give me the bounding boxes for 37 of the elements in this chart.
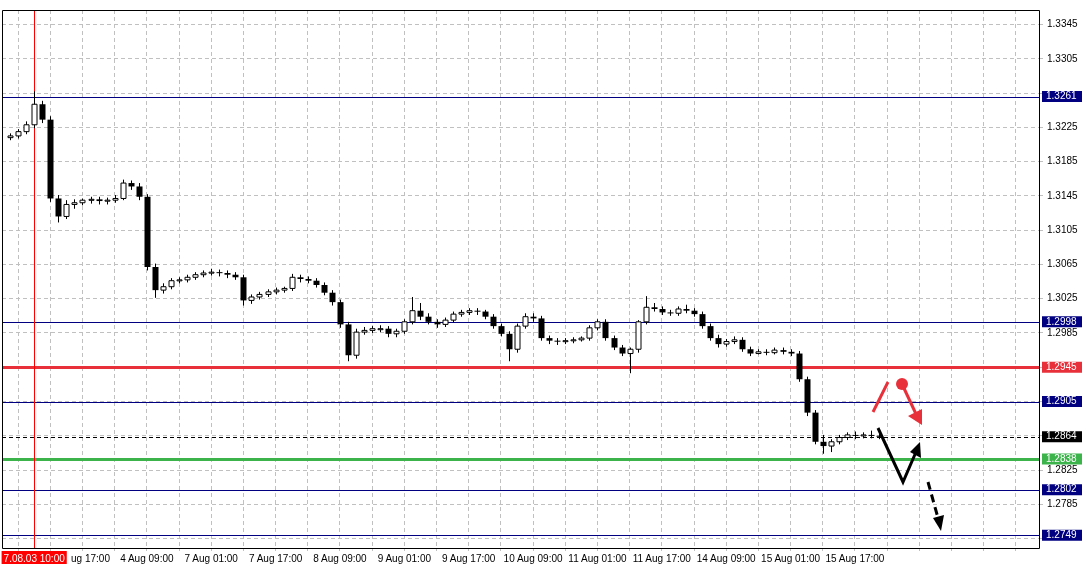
y-tick-label: 1.2825 — [1047, 463, 1079, 475]
y-tick-label: 1.3105 — [1047, 223, 1079, 235]
y-tick-label: 1.3305 — [1047, 52, 1079, 64]
x-tick-label: 9 Aug 01:00 — [377, 552, 432, 564]
ref-line-label: 1.3261 — [1046, 90, 1078, 102]
x-tick-label: 11 Aug 17:00 — [632, 552, 692, 564]
y-tick-label: 1.3225 — [1047, 121, 1079, 133]
ref-line-label: 1.2749 — [1046, 528, 1078, 540]
x-tick-label: 11 Aug 01:00 — [568, 552, 627, 564]
y-tick-label: 1.2985 — [1047, 326, 1079, 338]
candlestick — [538, 315, 545, 342]
ref-line-label: 1.2802 — [1046, 483, 1078, 495]
x-tick-label: 7 Aug 01:00 — [184, 552, 239, 564]
x-tick-label: 4 Aug 09:00 — [120, 552, 174, 564]
y-tick-label: 1.2785 — [1047, 498, 1079, 510]
y-tick-label: 1.3345 — [1047, 18, 1079, 30]
y-tick-label: 1.3025 — [1047, 292, 1079, 304]
y-tick-label: 1.3145 — [1047, 189, 1079, 201]
x-tick-label: 7.08.03 10:00 — [3, 552, 66, 564]
y-tick-label: 1.3065 — [1047, 258, 1079, 270]
x-tick-label: 14 Aug 09:00 — [696, 552, 757, 564]
x-tick-label: 10 Aug 09:00 — [503, 552, 563, 564]
x-tick-label: 15 Aug 01:00 — [761, 552, 821, 564]
candlestick — [602, 318, 609, 342]
ref-line-label: 1.2998 — [1046, 315, 1078, 327]
ref-line-label: 1.2838 — [1046, 452, 1078, 464]
ref-line-label: 1.2864 — [1046, 430, 1078, 442]
candlestick — [337, 299, 344, 329]
x-tick-label: ug 17:00 — [71, 552, 111, 564]
x-tick-label: 7 Aug 17:00 — [248, 552, 303, 564]
candlestick — [39, 100, 46, 124]
x-tick-label: 15 Aug 17:00 — [825, 552, 885, 564]
y-tick-label: 1.3185 — [1047, 155, 1079, 167]
x-tick-label: 9 Aug 17:00 — [442, 552, 496, 564]
ref-line-label: 1.2905 — [1046, 395, 1078, 407]
x-tick-label: 8 Aug 09:00 — [313, 552, 368, 564]
ref-line-label: 1.2945 — [1046, 360, 1078, 372]
